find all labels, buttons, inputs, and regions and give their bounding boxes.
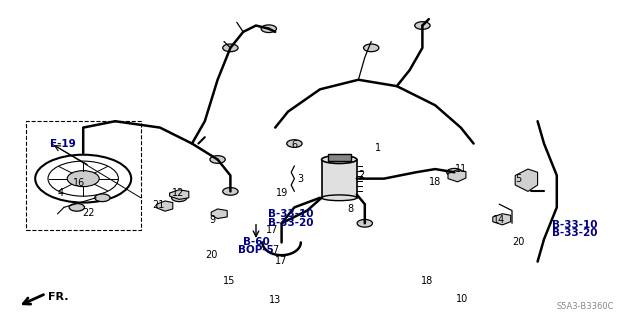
Text: BOP-5: BOP-5: [238, 245, 274, 256]
Circle shape: [287, 140, 302, 147]
Circle shape: [261, 25, 276, 33]
Text: 16: 16: [72, 178, 85, 189]
Circle shape: [69, 204, 84, 211]
Text: 7: 7: [272, 245, 278, 256]
Polygon shape: [170, 190, 189, 199]
Circle shape: [172, 194, 187, 202]
Text: 19: 19: [275, 188, 288, 198]
Text: 18: 18: [429, 177, 442, 188]
Polygon shape: [448, 170, 466, 182]
Text: FR.: FR.: [48, 292, 68, 302]
Text: B-33-20: B-33-20: [268, 218, 313, 228]
Circle shape: [415, 22, 430, 29]
Circle shape: [67, 171, 99, 187]
Text: 22: 22: [82, 208, 95, 218]
Text: 6: 6: [291, 140, 298, 150]
Text: B-33-10: B-33-10: [552, 220, 597, 230]
Text: 10: 10: [456, 294, 468, 304]
Text: 4: 4: [58, 188, 64, 198]
Bar: [328, 154, 351, 161]
Text: 17: 17: [275, 256, 288, 266]
Text: 8: 8: [348, 204, 354, 214]
Text: B-60: B-60: [243, 237, 270, 248]
Text: B-33-20: B-33-20: [552, 228, 597, 238]
Text: 21: 21: [152, 200, 165, 210]
Ellipse shape: [322, 195, 357, 201]
Circle shape: [223, 188, 238, 195]
Polygon shape: [515, 169, 538, 191]
Text: 20: 20: [512, 237, 525, 248]
Text: 13: 13: [269, 295, 282, 305]
Text: 20: 20: [205, 250, 218, 260]
Circle shape: [357, 219, 372, 227]
Text: 9: 9: [209, 215, 216, 225]
Text: S5A3-B3360C: S5A3-B3360C: [557, 302, 614, 311]
Text: E-19: E-19: [50, 139, 76, 149]
Circle shape: [447, 168, 462, 176]
Circle shape: [364, 44, 379, 52]
Ellipse shape: [322, 155, 357, 164]
Text: 15: 15: [223, 276, 236, 286]
Text: 1: 1: [374, 143, 381, 153]
Text: B-33-10: B-33-10: [268, 209, 313, 219]
Circle shape: [210, 156, 225, 163]
Text: 11: 11: [454, 164, 467, 174]
Circle shape: [95, 194, 110, 202]
Bar: [322, 160, 357, 198]
Text: 5: 5: [515, 174, 522, 184]
Text: 18: 18: [421, 276, 434, 286]
Text: 14: 14: [493, 215, 506, 225]
Text: 12: 12: [172, 188, 184, 198]
Polygon shape: [493, 214, 511, 225]
Polygon shape: [157, 201, 173, 211]
Text: 3: 3: [298, 174, 304, 184]
Text: 2: 2: [358, 170, 365, 181]
Text: 17: 17: [266, 225, 278, 235]
Polygon shape: [211, 209, 227, 219]
Circle shape: [223, 44, 238, 52]
